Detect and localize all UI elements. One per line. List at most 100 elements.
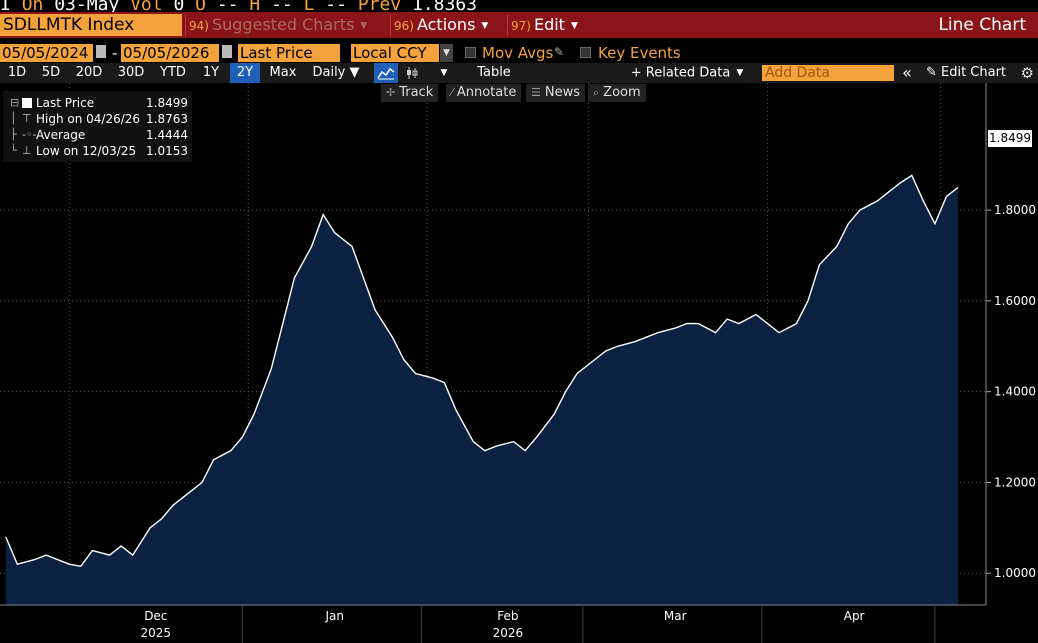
caret-down-icon: ▼	[736, 68, 744, 78]
x-month-label: Dec	[144, 609, 167, 623]
x-month-label: Mar	[664, 609, 687, 623]
y-tick-label: 1.4000	[994, 385, 1036, 399]
legend-name: High on 04/26/26	[36, 112, 141, 126]
low-label: L	[303, 0, 315, 15]
ticker-quote-line: I On 03-May Vol 0 O -- H -- L -- Prev 1.…	[0, 0, 1038, 15]
menu-number: 94)	[189, 19, 209, 33]
caret-down-icon: ▼	[481, 20, 489, 31]
start-date-field[interactable]: 05/05/2024	[0, 44, 93, 62]
mov-avgs-label: Mov Avgs	[482, 44, 554, 62]
legend-name: Average	[36, 128, 86, 142]
price-chart[interactable]: 1.0000 1.2000 1.4000 1.6000 1.8000 Dec 2025 Ja…	[0, 83, 1038, 643]
menu-label: Actions	[416, 15, 476, 34]
table-button[interactable]: Table	[477, 65, 511, 80]
currency-select[interactable]: Local CCY	[351, 44, 439, 62]
annotate-tool[interactable]: ⁄ Annotate	[446, 84, 522, 102]
legend-value: 1.0153	[146, 144, 188, 158]
x-month-label: Feb	[497, 609, 518, 623]
x-year-label: 2026	[493, 626, 524, 640]
edit-menu[interactable]: 97) Edit ▼	[507, 14, 589, 36]
average-marker-icon: -◦-	[22, 128, 37, 141]
caret-down-icon: ▼	[570, 20, 578, 31]
suggested-charts-menu[interactable]: 94) Suggested Charts ▼	[185, 14, 385, 36]
range-1d[interactable]: 1D	[7, 65, 27, 80]
y-tick-label: 1.8000	[994, 203, 1036, 217]
vol-value: 0	[173, 0, 185, 15]
range-1y[interactable]: 1Y	[202, 65, 220, 80]
prev-value: 1.8363	[412, 0, 478, 15]
actions-menu[interactable]: 96) Actions ▼	[390, 14, 502, 36]
end-date-field[interactable]: 05/05/2026	[121, 44, 219, 62]
edit-chart-button[interactable]: ✎ Edit Chart	[925, 65, 1007, 80]
x-month-label: Jan	[324, 609, 344, 623]
legend-row-last-price[interactable]: ⊟ Last Price 1.8499	[10, 95, 188, 111]
annotate-icon: ⁄	[451, 86, 453, 99]
menu-number: 97)	[511, 19, 531, 33]
pencil-icon[interactable]: ✎	[554, 45, 565, 59]
price-field-select[interactable]: Last Price	[238, 44, 340, 62]
menu-label: Edit	[533, 15, 565, 34]
currency-dropdown-icon[interactable]: ▼	[440, 44, 453, 62]
range-ytd[interactable]: YTD	[160, 65, 186, 80]
menu-number: 96)	[394, 19, 414, 33]
zoom-label: Zoom	[603, 85, 641, 100]
range-2y[interactable]: 2Y	[230, 63, 260, 83]
high-value: --	[271, 0, 293, 15]
on-label: On	[21, 0, 44, 15]
collapse-box-icon[interactable]: ⊟	[10, 96, 20, 109]
legend-row-low: └ ⊥ Low on 12/03/25 1.0153	[10, 143, 188, 159]
quote-date: 03-May	[54, 0, 120, 15]
tree-line-icon: │	[10, 112, 17, 125]
tree-line-icon: ├	[10, 128, 17, 141]
high-marker-icon: ⊤	[22, 112, 32, 125]
y-tick-label: 1.2000	[994, 475, 1036, 489]
track-label: Track	[399, 85, 434, 100]
low-marker-icon: ⊥	[22, 144, 32, 157]
line-chart-icon[interactable]	[374, 63, 398, 83]
calendar-icon[interactable]	[96, 45, 106, 58]
series-swatch	[22, 98, 32, 108]
gear-icon[interactable]: ⚙	[1020, 64, 1034, 82]
news-label: News	[544, 85, 581, 100]
menu-label: Suggested Charts	[211, 15, 355, 34]
vol-label: Vol	[130, 0, 163, 15]
legend-row-average: ├ -◦- Average 1.4444	[10, 127, 188, 143]
related-data-button[interactable]: + Related Data ▼	[627, 63, 747, 83]
range-30d[interactable]: 30D	[117, 65, 145, 80]
track-tool[interactable]: ✢ Track	[381, 84, 439, 102]
collapse-icon[interactable]: «	[902, 63, 912, 82]
legend-value: 1.8763	[146, 112, 188, 126]
key-events-checkbox[interactable]	[580, 47, 591, 58]
add-data-input[interactable]: Add Data	[762, 65, 894, 81]
last-price-tag: 1.8499	[988, 130, 1032, 147]
range-5d[interactable]: 5D	[41, 65, 61, 80]
chart-legend	[3, 91, 192, 162]
cursor-marker: I	[0, 0, 11, 15]
security-ticker-field[interactable]: SDLLMTK Index	[0, 14, 182, 36]
x-axis: Dec 2025 Jan Feb 2026 Mar Apr	[0, 604, 986, 643]
legend-name: Low on 12/03/25	[36, 144, 137, 158]
frequency-select[interactable]: Daily ▼	[312, 65, 360, 80]
news-tool[interactable]: ☰ News	[526, 84, 586, 102]
range-max[interactable]: Max	[269, 65, 297, 80]
prev-label: Prev	[357, 0, 402, 15]
range-20d[interactable]: 20D	[75, 65, 103, 80]
calendar-icon[interactable]	[222, 45, 232, 58]
y-axis: 1.0000 1.2000 1.4000 1.6000 1.8000	[985, 83, 1036, 605]
chart-style-dropdown-icon[interactable]: ▼	[440, 68, 448, 78]
candlestick-icon[interactable]	[401, 63, 423, 83]
x-month-label: Apr	[844, 609, 865, 623]
news-icon: ☰	[531, 86, 541, 99]
price-line	[5, 174, 959, 568]
caret-down-icon: ▼	[360, 20, 368, 31]
open-label: O	[195, 0, 206, 15]
legend-name: Last Price	[36, 96, 95, 110]
annotate-label: Annotate	[456, 85, 517, 100]
y-tick-label: 1.0000	[994, 566, 1036, 580]
key-events-label: Key Events	[598, 44, 681, 62]
related-data-label: + Related Data	[630, 65, 731, 81]
mov-avgs-checkbox[interactable]	[465, 47, 476, 58]
legend-value: 1.4444	[146, 128, 188, 142]
zoom-tool[interactable]: ⌕ Zoom	[588, 84, 646, 102]
high-label: H	[249, 0, 261, 15]
